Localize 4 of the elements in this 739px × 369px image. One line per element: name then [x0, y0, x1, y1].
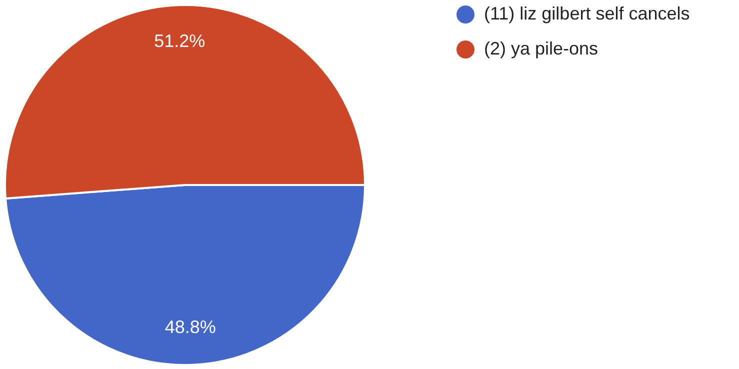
data-label: 51.2%	[154, 31, 206, 52]
data-label: 48.8%	[164, 316, 216, 337]
legend-label: (11) liz gilbert self cancels	[484, 4, 690, 24]
legend-label: (2) ya pile-ons	[484, 38, 598, 58]
